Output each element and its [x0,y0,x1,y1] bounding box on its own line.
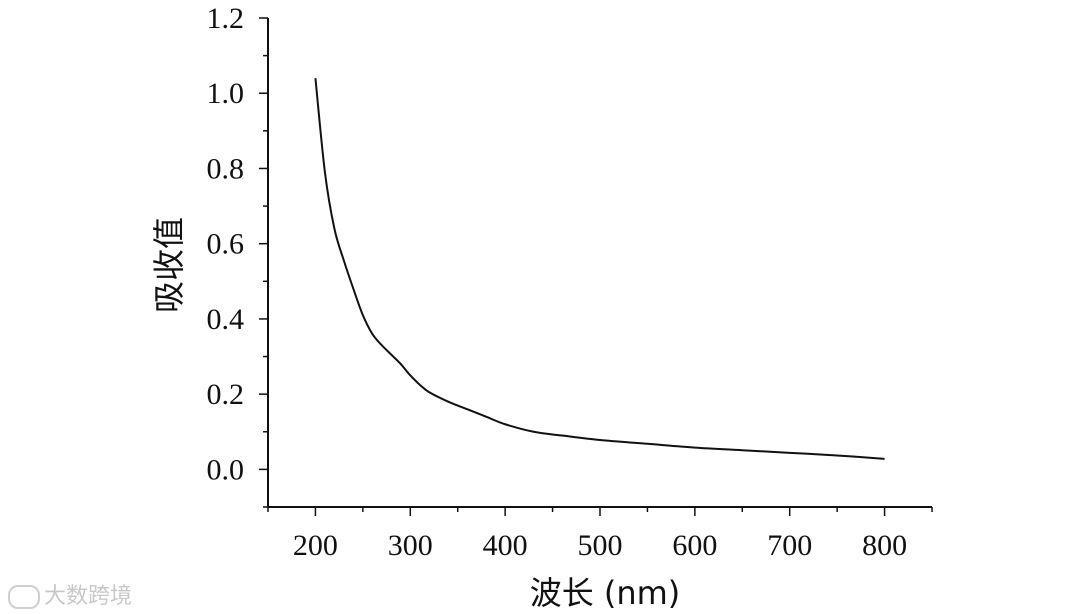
y-tick-label: 1.0 [207,77,245,110]
x-axis-title: 波长 (nm) [530,574,681,612]
watermark-text: 大数跨境 [44,584,133,609]
y-tick-label: 0.0 [207,453,245,486]
x-tick-label: 500 [578,529,623,562]
y-tick-label: 0.2 [207,378,245,411]
y-axis-ticks: 0.0 0.2 0.4 0.6 0.8 1.0 1.2 [207,2,268,508]
x-tick-label: 700 [767,529,812,562]
y-axis-title: 吸收值 [150,217,188,313]
x-axis-ticks: 200 300 400 500 600 700 800 [267,507,933,562]
x-tick-label: 200 [293,529,338,562]
x-tick-label: 300 [388,529,433,562]
y-tick-label: 0.6 [207,228,245,261]
y-tick-label: 0.4 [207,303,245,336]
y-tick-label: 1.2 [207,2,245,35]
watermark: 大数跨境 [8,578,132,610]
watermark-logo-icon [8,585,40,609]
x-tick-label: 600 [672,529,717,562]
x-tick-label: 800 [862,529,907,562]
absorbance-series-line [314,78,885,460]
x-tick-label: 400 [483,529,528,562]
y-tick-label: 0.8 [207,152,245,185]
